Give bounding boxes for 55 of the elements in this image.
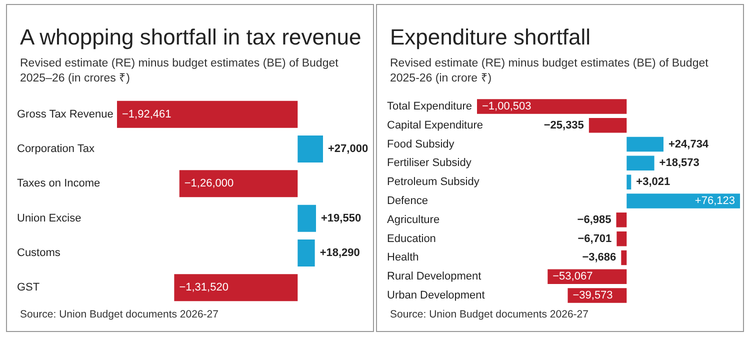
y-tick-label: Corporation Tax <box>17 143 95 155</box>
bar <box>626 174 632 190</box>
chart-subtitle: Revised estimate (RE) minus budget estimates (BE) of Budget 2025-26 (in crore ₹) <box>390 58 712 84</box>
data-label: −1,26,000 <box>184 178 234 190</box>
y-tick-label: Taxes on Income <box>17 178 100 190</box>
data-label: +27,000 <box>328 143 368 155</box>
source-note: Source: Union Budget documents 2026-27 <box>390 308 589 320</box>
bar <box>621 250 627 266</box>
bar <box>626 156 654 171</box>
bar <box>117 100 298 128</box>
y-tick-label: Education <box>387 232 436 245</box>
y-tick-label: Petroleum Subsidy <box>387 176 480 188</box>
y-tick-label: GST <box>17 282 40 294</box>
y-tick-label: Total Expenditure <box>387 100 472 112</box>
bar <box>616 231 627 246</box>
y-tick-label: Union Excise <box>17 212 82 224</box>
data-label: −1,92,461 <box>122 108 172 120</box>
bar <box>477 99 627 114</box>
data-label: +18,290 <box>320 247 360 259</box>
chart-subtitle: Revised estimate (RE) minus budget estimates (BE) of Budget 2025–26 (in crores ₹) <box>20 58 342 84</box>
y-tick-label: Urban Development <box>387 290 485 302</box>
y-tick-label: Fertiliser Subsidy <box>387 157 472 170</box>
data-label: −39,573 <box>572 290 613 302</box>
data-label: +3,021 <box>636 176 670 188</box>
chart-title: A whopping shortfall in tax revenue <box>20 24 362 50</box>
y-tick-label: Defence <box>387 195 428 207</box>
y-tick-label: Customs <box>17 247 61 259</box>
data-label: −3,686 <box>582 252 616 264</box>
data-label: −53,067 <box>552 270 593 283</box>
y-tick-label: Gross Tax Revenue <box>17 108 114 120</box>
data-label: +24,734 <box>668 138 710 150</box>
bar <box>298 204 316 232</box>
data-label: −25,335 <box>544 119 584 132</box>
data-label: −6,985 <box>577 214 612 226</box>
data-label: +19,550 <box>321 212 362 224</box>
source-note: Source: Union Budget documents 2026-27 <box>20 308 219 320</box>
y-tick-label: Rural Development <box>387 270 482 283</box>
bar <box>174 274 298 302</box>
bar <box>626 136 664 152</box>
data-label: +18,573 <box>659 157 700 170</box>
chart-title: Expenditure shortfall <box>390 24 591 50</box>
y-tick-label: Agriculture <box>387 214 440 226</box>
bar <box>588 118 627 133</box>
data-label: −1,31,520 <box>179 282 228 294</box>
bar <box>298 239 315 267</box>
bar <box>616 212 627 228</box>
bar <box>626 194 740 208</box>
y-tick-label: Health <box>387 252 419 264</box>
bar <box>298 135 323 163</box>
y-tick-label: Capital Expenditure <box>387 119 484 132</box>
y-tick-label: Food Subsidy <box>387 138 455 150</box>
data-label: −6,701 <box>578 232 612 245</box>
data-label: +76,123 <box>694 195 735 207</box>
bar <box>179 170 298 198</box>
data-label: −1,00,503 <box>482 100 532 112</box>
